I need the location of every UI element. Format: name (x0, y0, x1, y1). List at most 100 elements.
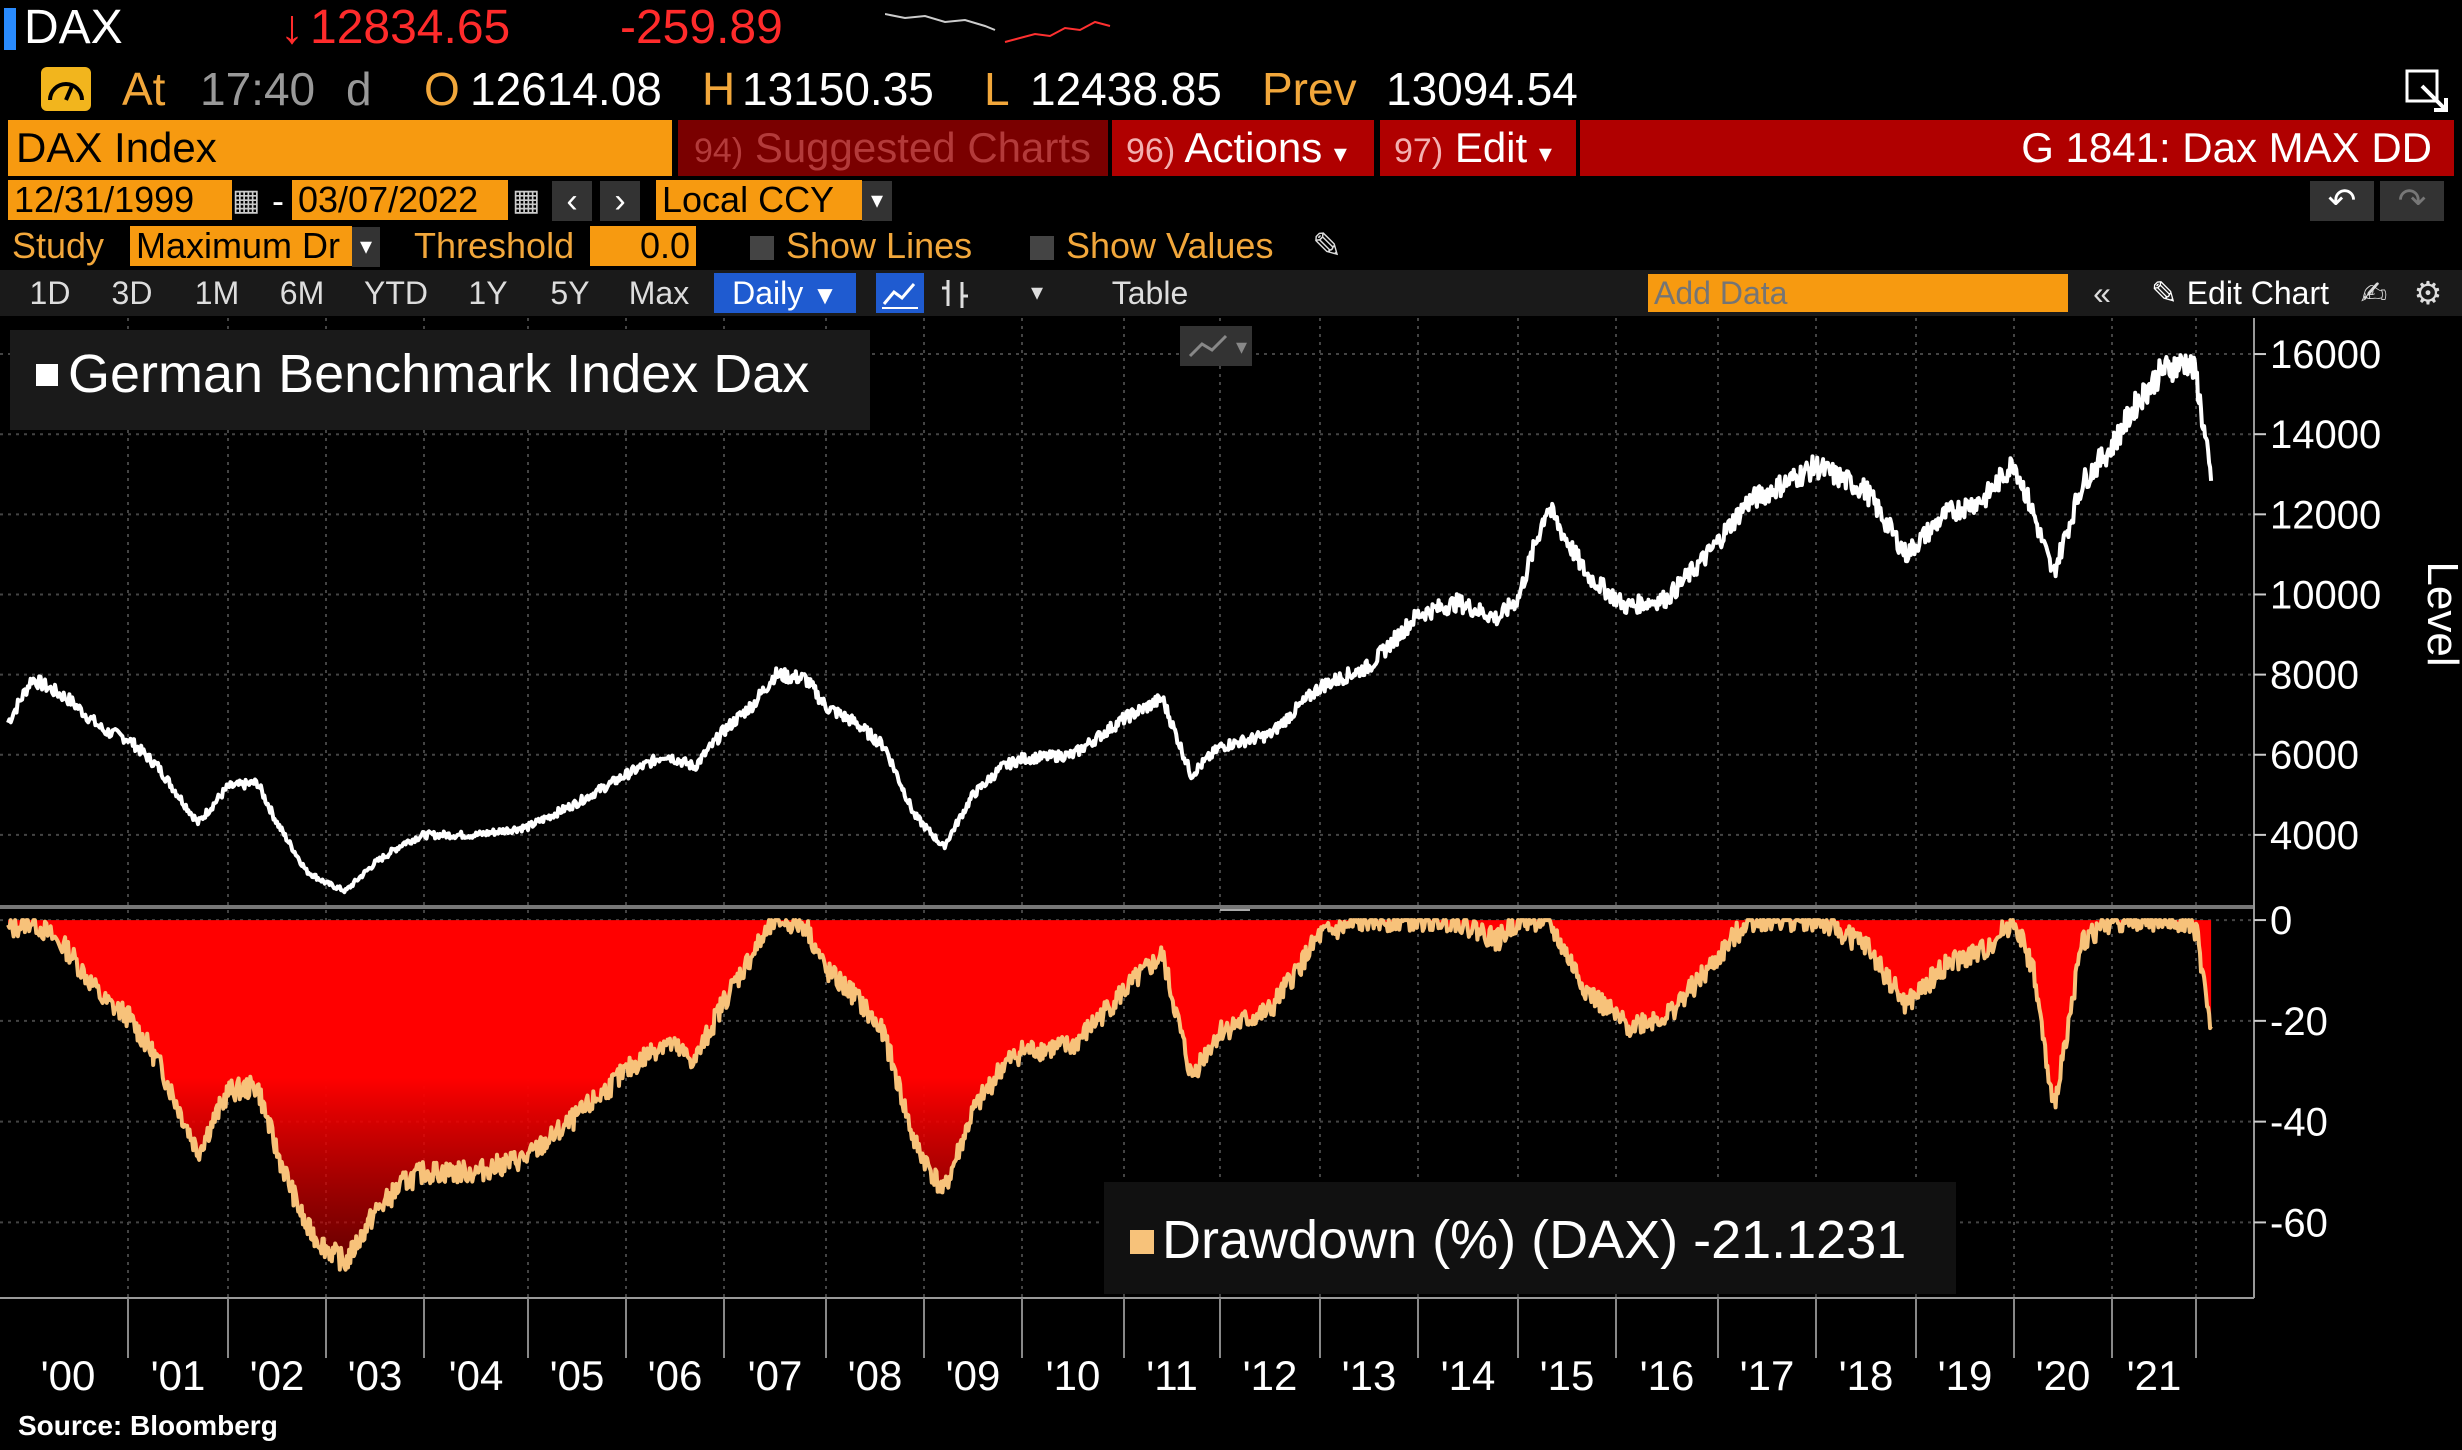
y-tick-label: 0 (2270, 899, 2292, 943)
sparkline-icon (885, 13, 1111, 43)
x-tick-label: '02 (250, 1352, 305, 1399)
low-value: 12438.85 (1030, 63, 1222, 115)
panel-divider[interactable] (0, 905, 2254, 909)
high-label: H (702, 63, 736, 115)
currency-select[interactable]: Local CCY (656, 180, 862, 220)
annotate-button[interactable]: ✍ (2352, 273, 2396, 313)
study-label: Study (12, 225, 105, 266)
undo-button[interactable]: ↶ (2310, 181, 2374, 221)
suggested-charts-number: 94) (694, 132, 744, 170)
series-line-drawdown (6, 918, 2213, 1272)
series-area-drawdown (8, 920, 2212, 1270)
timeframe-5y[interactable]: 5Y (550, 275, 590, 311)
timeframe-max[interactable]: Max (628, 275, 690, 311)
x-tick-label: '06 (648, 1352, 703, 1399)
ticker-row: DAX ↓ 12834.65 -259.89 (0, 0, 2462, 56)
bar-chart-button[interactable] (932, 273, 980, 313)
timeframe-ytd[interactable]: YTD (364, 275, 428, 311)
chart-area[interactable]: 4000 6000 8000 10000 12000 14000 16000 0 -20 -40… (0, 318, 2462, 1408)
prev-label: Prev (1262, 63, 1357, 115)
x-tick-label: '11 (1146, 1352, 1198, 1399)
y-axis-bottom: 0 -20 -40 -60 (2254, 899, 2328, 1245)
calendar-icon[interactable]: ▦ (232, 184, 261, 217)
x-tick-label: '16 (1640, 1352, 1695, 1399)
prev-period-button[interactable]: ‹ (552, 181, 592, 221)
x-tick-label: '18 (1839, 1352, 1894, 1399)
series-line-dax (6, 353, 2214, 895)
ticker-marker (4, 8, 16, 50)
function-toolbar: DAX Index 94) Suggested Charts 96) Actio… (0, 120, 2462, 176)
time-label: At (122, 63, 166, 115)
ohlc-icon (942, 280, 968, 308)
timeframe-3d[interactable]: 3D (111, 275, 153, 311)
gridlines (0, 318, 2254, 1298)
y-tick-label: 8000 (2270, 654, 2359, 698)
chevron-down-icon[interactable]: ▾ (862, 181, 892, 221)
x-tick-label: '09 (946, 1352, 1001, 1399)
show-values-checkbox[interactable]: Show Values (1030, 224, 1273, 268)
edit-label: Edit (1454, 124, 1528, 171)
add-data-input[interactable] (1648, 274, 2068, 312)
chart-id: G 1841: Dax MAX DD (1580, 120, 2454, 176)
chevron-down-icon[interactable]: ▾ (352, 227, 380, 267)
table-button[interactable]: Table (1111, 275, 1189, 311)
edit-number: 97) (1394, 132, 1444, 170)
timeframe-1d[interactable]: 1D (29, 275, 71, 311)
suggested-charts-button[interactable]: 94) Suggested Charts (678, 120, 1108, 176)
open-label: O (424, 63, 460, 115)
start-date-input[interactable]: 12/31/1999 (8, 180, 232, 220)
y-tick-label: -40 (2270, 1101, 2328, 1145)
legend-top[interactable] (10, 330, 870, 430)
threshold-label: Threshold (414, 225, 575, 266)
end-date-input[interactable]: 03/07/2022 (292, 180, 508, 220)
study-row: Study Maximum Dr ▾ Threshold 0.0 Show Li… (0, 224, 2462, 268)
actions-number: 96) (1126, 132, 1176, 170)
show-values-label: Show Values (1066, 225, 1274, 266)
calendar-icon[interactable]: ▦ (512, 184, 541, 217)
timeframe-6m[interactable]: 6M (279, 275, 325, 311)
bottom-panel (6, 918, 2213, 1272)
y-tick-label: 6000 (2270, 734, 2359, 778)
x-tick-label: '15 (1540, 1352, 1595, 1399)
actions-button[interactable]: 96) Actions ▾ (1112, 120, 1374, 176)
timeframe-1y[interactable]: 1Y (468, 275, 508, 311)
line-chart-button[interactable] (876, 273, 924, 313)
redo-button[interactable]: ↷ (2380, 181, 2444, 221)
show-lines-label: Show Lines (786, 225, 973, 266)
y-axis-top: 4000 6000 8000 10000 12000 14000 16000 (2254, 333, 2381, 858)
chart-type-dropdown[interactable]: ▾ (1030, 279, 1044, 306)
chevron-right-icon: › (614, 182, 626, 220)
x-tick-label: '17 (1740, 1352, 1795, 1399)
show-lines-checkbox[interactable]: Show Lines (750, 224, 972, 268)
threshold-input[interactable]: 0.0 (590, 226, 696, 266)
y-axis-title: Level (2418, 561, 2462, 666)
period-select[interactable]: Daily ▼ (714, 273, 856, 313)
last-price: 12834.65 (310, 1, 511, 54)
gauge-icon[interactable] (40, 66, 92, 112)
pencil-icon: ✎ (2151, 275, 2178, 311)
x-tick-label: '05 (550, 1352, 605, 1399)
redo-icon: ↷ (2397, 182, 2427, 220)
study-select[interactable]: Maximum Dr (130, 226, 352, 266)
legend-bottom[interactable] (1104, 1182, 1956, 1294)
pencil-icon[interactable]: ✎ (1312, 225, 1343, 266)
x-tick-label: '00 (41, 1352, 96, 1399)
edit-button[interactable]: 97) Edit ▾ (1380, 120, 1576, 176)
expand-icon[interactable] (2404, 68, 2450, 114)
edit-chart-button[interactable]: ✎ Edit Chart (2140, 273, 2340, 313)
timeframe-1m[interactable]: 1M (194, 275, 240, 311)
collapse-button[interactable]: « (2080, 273, 2124, 313)
security-field[interactable]: DAX Index (8, 120, 672, 176)
suggested-charts-label: Suggested Charts (754, 124, 1092, 171)
actions-label: Actions (1184, 124, 1323, 171)
x-tick-label: '21 (2127, 1352, 2182, 1399)
settings-button[interactable]: ⚙ (2406, 273, 2450, 313)
x-tick-label: '14 (1441, 1352, 1496, 1399)
y-tick-label: 12000 (2270, 493, 2381, 537)
next-period-button[interactable]: › (600, 181, 640, 221)
undo-icon: ↶ (2327, 182, 2357, 220)
top-panel (6, 353, 2214, 895)
checkbox-icon (750, 236, 774, 261)
ticker-symbol[interactable]: DAX (24, 1, 123, 54)
quote-time-suffix: d (346, 63, 372, 115)
